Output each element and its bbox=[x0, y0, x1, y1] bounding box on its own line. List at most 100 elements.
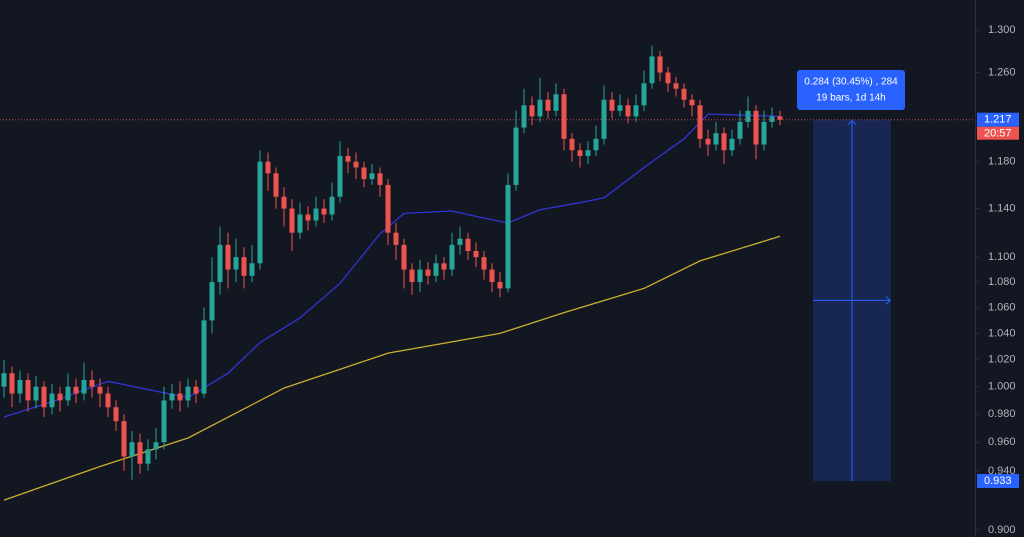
candle-body bbox=[561, 94, 567, 139]
y-tick-label: 1.040 bbox=[988, 327, 1016, 339]
candle-body bbox=[193, 386, 199, 394]
y-tick-label: 1.300 bbox=[988, 24, 1016, 36]
candle-body bbox=[361, 167, 367, 180]
candle-body bbox=[513, 127, 519, 185]
candle-body bbox=[649, 56, 655, 84]
candle-body bbox=[633, 105, 639, 117]
measure-label: 0.284 (30.45%) , 284 bbox=[804, 77, 898, 88]
y-tick-label: 1.000 bbox=[988, 381, 1016, 393]
candle-body bbox=[25, 379, 31, 401]
candle-body bbox=[33, 386, 39, 401]
candle-body bbox=[73, 386, 79, 394]
candle-body bbox=[265, 161, 271, 174]
candle-body bbox=[305, 214, 311, 221]
y-tick-label: 1.100 bbox=[988, 251, 1016, 263]
moving-average bbox=[3, 113, 781, 418]
candle-body bbox=[433, 263, 439, 276]
candle-body bbox=[257, 161, 263, 264]
y-tick-label: 1.260 bbox=[988, 66, 1016, 78]
candle-body bbox=[617, 105, 623, 111]
candle-body bbox=[129, 442, 135, 457]
y-tick-label: 1.080 bbox=[988, 276, 1016, 288]
candle-body bbox=[777, 116, 783, 120]
countdown-label: 20:57 bbox=[984, 128, 1012, 140]
candle-body bbox=[689, 99, 695, 106]
candle-body bbox=[209, 282, 215, 321]
candle-body bbox=[577, 150, 583, 156]
candle-body bbox=[713, 133, 719, 145]
candle-body bbox=[569, 138, 575, 151]
candle-body bbox=[657, 56, 663, 73]
candle-body bbox=[377, 173, 383, 185]
y-tick-label: 0.960 bbox=[988, 436, 1016, 448]
candle-body bbox=[729, 138, 735, 151]
candle-body bbox=[641, 83, 647, 106]
measure-arrow-up bbox=[847, 120, 857, 126]
candle-body bbox=[233, 257, 239, 270]
candle-body bbox=[705, 138, 711, 145]
candle-body bbox=[217, 244, 223, 283]
candle-body bbox=[673, 83, 679, 89]
candle-body bbox=[177, 393, 183, 401]
candle-body bbox=[121, 421, 127, 457]
candle-body bbox=[145, 449, 151, 464]
candle-body bbox=[425, 269, 431, 276]
candle-body bbox=[1, 373, 7, 387]
candle-body bbox=[625, 105, 631, 117]
candle-body bbox=[17, 379, 23, 394]
y-tick-label: 1.140 bbox=[988, 202, 1016, 214]
candle-body bbox=[409, 269, 415, 283]
candle-body bbox=[81, 379, 87, 394]
candle-body bbox=[753, 110, 759, 145]
candle-body bbox=[481, 257, 487, 270]
y-tick-label: 0.940 bbox=[988, 465, 1016, 477]
candle-body bbox=[417, 269, 423, 283]
candle-body bbox=[49, 393, 55, 408]
candle-body bbox=[97, 386, 103, 394]
candle-body bbox=[553, 94, 559, 111]
candle-body bbox=[345, 155, 351, 162]
countdown-tag bbox=[977, 126, 1019, 140]
candle-body bbox=[465, 238, 471, 251]
candle-body bbox=[273, 173, 279, 197]
candle-body bbox=[441, 263, 447, 270]
candle-body bbox=[489, 269, 495, 283]
measure-label-bg bbox=[797, 70, 905, 110]
candle-body bbox=[609, 99, 615, 111]
candle-body bbox=[721, 133, 727, 151]
candle-body bbox=[137, 442, 143, 464]
candle-body bbox=[529, 105, 535, 117]
candle-body bbox=[57, 393, 63, 401]
candle-body bbox=[105, 393, 111, 408]
measure-low-tag bbox=[977, 474, 1019, 489]
candle-body bbox=[297, 214, 303, 233]
candle-body bbox=[169, 393, 175, 401]
candle-body bbox=[337, 155, 343, 197]
candle-body bbox=[313, 208, 319, 221]
moving-average bbox=[3, 235, 781, 501]
last-price-label: 1.217 bbox=[984, 114, 1012, 126]
candle-body bbox=[537, 99, 543, 117]
candle-body bbox=[9, 373, 15, 394]
y-tick-label: 1.020 bbox=[988, 354, 1016, 366]
candle-body bbox=[113, 407, 119, 422]
candle-body bbox=[585, 150, 591, 156]
candle-body bbox=[201, 320, 207, 394]
candle-body bbox=[601, 99, 607, 139]
candle-body bbox=[497, 282, 503, 289]
candle-body bbox=[737, 121, 743, 139]
candle-body bbox=[281, 196, 287, 209]
candle-body bbox=[369, 173, 375, 180]
y-tick-label: 0.900 bbox=[988, 524, 1016, 536]
candle-body bbox=[153, 442, 159, 450]
candle-body bbox=[289, 208, 295, 233]
candle-body bbox=[473, 250, 479, 258]
candle-body bbox=[745, 110, 751, 122]
candle-body bbox=[385, 184, 391, 233]
y-tick-label: 1.180 bbox=[988, 156, 1016, 168]
measure-label: 19 bars, 1d 14h bbox=[816, 93, 886, 104]
candle-body bbox=[665, 72, 671, 84]
candle-body bbox=[761, 121, 767, 145]
candle-body bbox=[65, 386, 71, 401]
